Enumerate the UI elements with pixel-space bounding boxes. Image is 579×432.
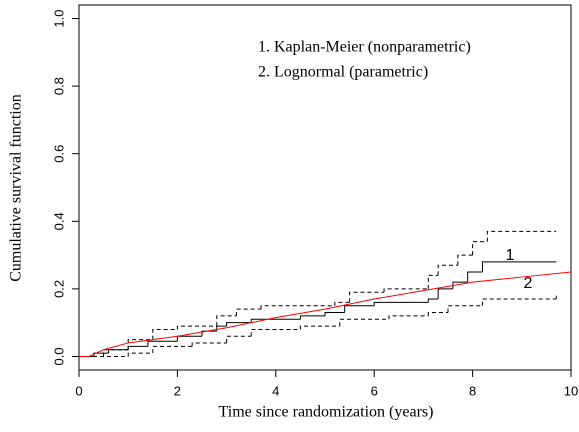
step [260, 305, 335, 310]
step [344, 305, 375, 313]
step [103, 349, 129, 357]
step [486, 230, 557, 242]
step [383, 288, 429, 293]
step [127, 352, 153, 357]
line-label: 1 [506, 247, 515, 264]
step [152, 328, 178, 340]
step [216, 315, 237, 327]
step [152, 345, 193, 354]
y-tick-label: 0.4 [51, 212, 66, 230]
step [457, 254, 473, 266]
plot-frame [78, 4, 572, 371]
y-axis-title: Cumulative survival function [8, 94, 25, 282]
step [339, 318, 389, 327]
x-tick-label: 0 [75, 383, 82, 398]
step [349, 291, 385, 303]
step [373, 301, 429, 306]
x-tick-label: 4 [272, 383, 279, 398]
step [452, 281, 468, 289]
step [191, 342, 227, 347]
step [108, 349, 129, 354]
x-tick-label: 6 [371, 383, 378, 398]
line-label: 2 [524, 275, 533, 292]
legend-text: 1. Kaplan-Meier (nonparametric) [258, 39, 471, 56]
legend-text: 2. Lognormal (parametric) [258, 64, 428, 81]
step [299, 325, 340, 330]
x-axis-title: Time since randomization (years) [219, 404, 434, 421]
step [299, 315, 325, 320]
step [334, 301, 350, 306]
step [437, 288, 453, 300]
y-tick-label: 0.0 [51, 347, 66, 365]
y-tick-label: 0.8 [51, 77, 66, 95]
step [437, 264, 458, 276]
step [250, 318, 301, 323]
step [127, 345, 148, 350]
step [481, 261, 557, 272]
step [235, 308, 262, 316]
step [427, 312, 448, 316]
step [472, 241, 488, 256]
step [481, 298, 557, 306]
step [226, 335, 252, 343]
step [447, 305, 483, 313]
step [176, 325, 217, 330]
x-tick-label: 2 [174, 383, 181, 398]
step [250, 328, 301, 337]
x-tick-label: 8 [469, 383, 476, 398]
step [127, 339, 153, 350]
step [427, 298, 439, 303]
y-tick-label: 1.0 [51, 9, 66, 27]
step [388, 315, 429, 320]
step [147, 340, 178, 347]
step [226, 322, 252, 327]
y-tick-label: 0.6 [51, 145, 66, 163]
step [324, 312, 345, 316]
step [201, 330, 217, 337]
step [176, 335, 202, 342]
step [427, 274, 439, 289]
step [467, 271, 483, 283]
y-tick-label: 0.2 [51, 280, 66, 298]
x-tick-label: 10 [564, 383, 578, 398]
line [79, 271, 572, 357]
